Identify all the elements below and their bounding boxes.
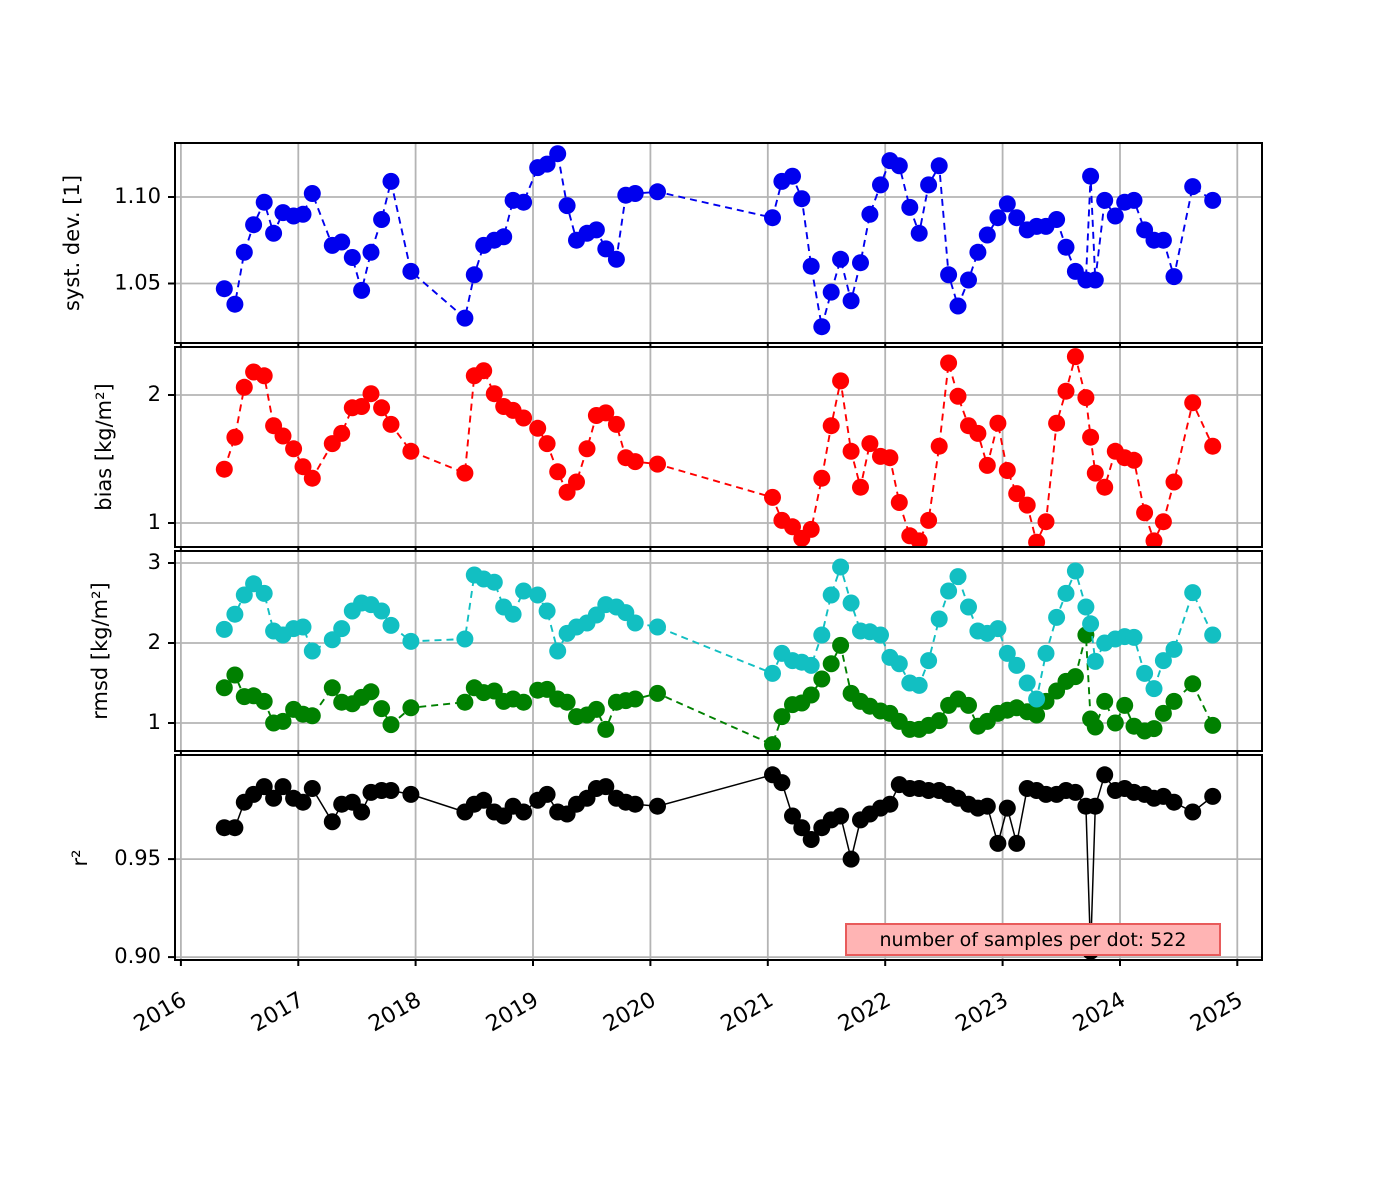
svg-text:2021: 2021 bbox=[717, 988, 778, 1038]
svg-text:0.95: 0.95 bbox=[114, 846, 161, 870]
ylabel-rmsd: rmsd [kg/m²] bbox=[88, 582, 112, 720]
y-tick-labels-rmsd: 1 2 3 bbox=[148, 550, 175, 734]
svg-text:2017: 2017 bbox=[247, 988, 308, 1038]
subplot-syst-dev: 1.05 1.10 bbox=[114, 142, 1263, 349]
y-tick-labels-bias: 12 bbox=[148, 382, 175, 534]
samples-annotation: number of samples per dot: 522 bbox=[845, 923, 1221, 956]
svg-text:3: 3 bbox=[148, 550, 161, 574]
svg-text:2: 2 bbox=[148, 630, 161, 654]
series-rmsd-cyan bbox=[215, 558, 1222, 708]
x-tick-labels: 2016 2017 2018 2019 2020 2021 2022 2023 2024 2025 bbox=[130, 988, 1247, 1038]
svg-text:2023: 2023 bbox=[952, 988, 1013, 1038]
spines-rmsd bbox=[174, 550, 1263, 752]
svg-text:1: 1 bbox=[148, 510, 161, 534]
spines-r2 bbox=[174, 754, 1263, 961]
spines-bias bbox=[174, 346, 1263, 548]
svg-text:2018: 2018 bbox=[365, 988, 426, 1038]
svg-text:2: 2 bbox=[148, 382, 161, 406]
svg-text:1.10: 1.10 bbox=[114, 184, 161, 208]
svg-text:0.90: 0.90 bbox=[114, 944, 161, 968]
ylabel-syst-dev: syst. dev. [1] bbox=[60, 174, 84, 312]
svg-text:2024: 2024 bbox=[1069, 988, 1130, 1038]
svg-text:2025: 2025 bbox=[1186, 988, 1247, 1038]
series-syst-dev bbox=[215, 145, 1222, 336]
series-rmsd-green bbox=[215, 626, 1222, 751]
ylabel-r2: r² bbox=[68, 849, 92, 867]
svg-text:2016: 2016 bbox=[130, 988, 191, 1038]
y-tick-labels-r2: 0.90 0.95 bbox=[114, 846, 175, 968]
svg-text:1: 1 bbox=[148, 710, 161, 734]
spines-syst-dev bbox=[174, 142, 1263, 344]
series-r2 bbox=[215, 766, 1222, 960]
svg-text:2019: 2019 bbox=[482, 988, 543, 1038]
y-tick-labels-syst-dev: 1.05 1.10 bbox=[114, 184, 175, 295]
svg-text:2022: 2022 bbox=[834, 988, 895, 1038]
svg-text:2020: 2020 bbox=[599, 988, 660, 1038]
series-bias bbox=[215, 348, 1222, 547]
svg-text:1.05: 1.05 bbox=[114, 271, 161, 295]
grid-rmsd bbox=[175, 551, 1262, 751]
subplot-rmsd: 1 2 3 bbox=[148, 550, 1263, 757]
subplot-bias: 12 bbox=[148, 346, 1263, 553]
ylabel-bias: bias [kg/m²] bbox=[92, 383, 116, 511]
